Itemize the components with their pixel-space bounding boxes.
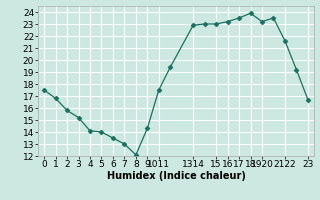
X-axis label: Humidex (Indice chaleur): Humidex (Indice chaleur) xyxy=(107,171,245,181)
